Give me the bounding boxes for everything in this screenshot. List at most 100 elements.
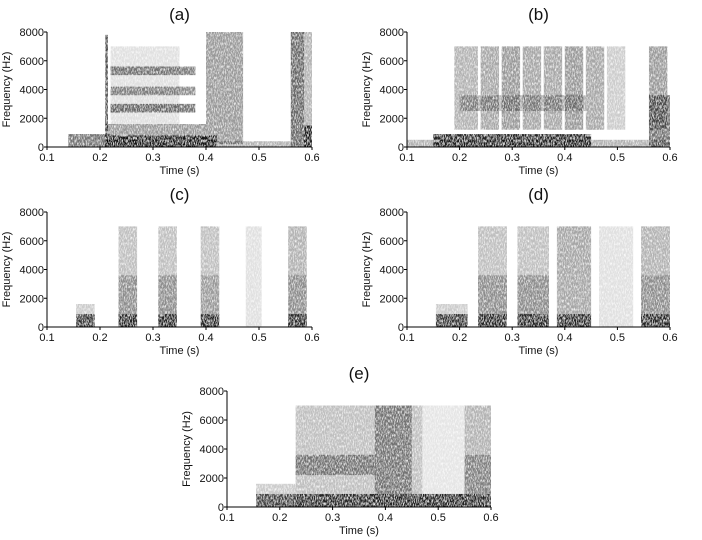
x-tick-label: 0.2: [92, 332, 107, 344]
y-tick-label: 4000: [20, 85, 44, 97]
spectrogram-energy-region: [517, 314, 550, 327]
spectrogram-energy-region: [245, 226, 262, 327]
y-axis-label: Frequency (Hz): [1, 52, 13, 128]
spectrogram-energy-region: [105, 135, 217, 147]
spectrogram-energy-region: [464, 454, 491, 494]
x-tick-label: 0.4: [198, 152, 213, 164]
y-axis-label: Frequency (Hz): [361, 232, 373, 308]
panel-title: (c): [170, 185, 190, 204]
y-tick-label: 2000: [20, 293, 44, 305]
y-axis-label: Frequency (Hz): [361, 52, 373, 128]
y-tick-label: 2000: [380, 113, 404, 125]
spectrogram-energy-region: [556, 314, 592, 327]
spectrogram-energy-region: [641, 314, 670, 327]
y-tick-label: 2000: [380, 293, 404, 305]
spectrogram-energy-region: [454, 46, 479, 130]
y-tick-label: 4000: [200, 444, 224, 456]
spectrogram-energy-region: [110, 46, 180, 124]
y-axis-label: Frequency (Hz): [1, 232, 13, 308]
y-tick-label: 0: [218, 502, 224, 514]
spectrogram-energy-region: [435, 314, 468, 327]
spectrogram-energy-region: [543, 46, 563, 130]
y-tick-label: 6000: [20, 236, 44, 248]
x-tick-label: 0.2: [452, 152, 467, 164]
spectrogram-energy-region: [522, 46, 542, 130]
x-tick-label: 0.3: [505, 152, 520, 164]
spectrogram-energy-region: [290, 32, 305, 147]
spectrogram-energy-region: [435, 304, 468, 315]
x-tick-label: 0.1: [399, 332, 414, 344]
spectrogram-energy-region: [118, 226, 138, 276]
y-tick-label: 6000: [200, 415, 224, 427]
x-tick-label: 0.2: [92, 152, 107, 164]
spectrogram-energy-region: [478, 314, 507, 327]
spectrogram-energy-region: [641, 226, 670, 276]
x-tick-label: 0.4: [198, 332, 213, 344]
spectrogram-energy-region: [256, 493, 296, 507]
y-tick-label: 8000: [380, 207, 404, 219]
x-tick-label: 0.1: [219, 512, 234, 524]
spectrogram-energy-region: [288, 226, 307, 276]
spectrogram-energy-region: [464, 405, 491, 455]
x-tick-label: 0.6: [662, 332, 677, 344]
spectrogram-energy-region: [304, 32, 312, 126]
spectrogram-energy-region: [585, 46, 605, 130]
spectrogram-energy-region: [564, 46, 584, 130]
spectrogram-energy-region: [480, 46, 500, 130]
y-tick-label: 0: [38, 142, 44, 154]
x-tick-label: 0.5: [431, 512, 446, 524]
spectrogram-energy-region: [200, 226, 220, 276]
y-tick-label: 4000: [20, 265, 44, 277]
spectrogram-energy-region: [556, 226, 592, 315]
spectrogram-energy-region: [256, 483, 296, 494]
y-tick-label: 4000: [380, 265, 404, 277]
spectrogram-energy-region: [76, 304, 95, 315]
spectrogram-area: [47, 32, 312, 147]
spectrogram-energy-region: [478, 275, 507, 315]
x-tick-label: 0.3: [145, 152, 160, 164]
spectrogram-energy-region: [158, 226, 177, 276]
spectrogram-energy-region: [206, 32, 244, 145]
spectrogram-energy-region: [288, 314, 307, 327]
x-tick-label: 0.6: [304, 152, 319, 164]
x-tick-label: 0.2: [452, 332, 467, 344]
x-axis-label: Time (s): [160, 165, 200, 177]
spectrogram-energy-region: [459, 95, 586, 112]
x-tick-label: 0.6: [662, 152, 677, 164]
spectrogram-energy-region: [105, 34, 108, 147]
y-tick-label: 0: [38, 322, 44, 334]
y-tick-label: 0: [398, 322, 404, 334]
spectrogram-energy-region: [517, 226, 550, 276]
spectrogram-energy-region: [105, 124, 206, 136]
panel-title: (d): [528, 185, 549, 204]
x-tick-label: 0.6: [483, 512, 498, 524]
y-tick-label: 8000: [20, 207, 44, 219]
spectrogram-energy-region: [68, 134, 111, 147]
y-tick-label: 2000: [20, 113, 44, 125]
spectrogram-energy-region: [478, 226, 507, 276]
y-tick-label: 2000: [200, 473, 224, 485]
x-tick-label: 0.3: [505, 332, 520, 344]
spectrogram-energy-region: [648, 95, 670, 147]
y-tick-label: 6000: [20, 56, 44, 68]
spectrogram-area: [407, 212, 670, 327]
spectrogram-energy-region: [517, 275, 550, 315]
x-tick-label: 0.1: [399, 152, 414, 164]
x-tick-label: 0.5: [610, 152, 625, 164]
y-axis-label: Frequency (Hz): [181, 411, 193, 487]
x-tick-label: 0.5: [251, 152, 266, 164]
x-tick-label: 0.6: [304, 332, 319, 344]
y-tick-label: 6000: [380, 56, 404, 68]
spectrogram-energy-region: [374, 405, 412, 494]
spectrogram-energy-region: [200, 314, 220, 327]
spectrogram-energy-region: [158, 275, 177, 315]
panel-b: 0.1 0.2 0.3 0.4 0.5 0.6 0 2000 4000 6000 8000 Time …: [361, 5, 678, 177]
spectrogram-energy-region: [288, 275, 307, 315]
panel-title: (b): [528, 5, 549, 24]
spectrogram-area: [407, 32, 670, 147]
spectrogram-energy-region: [216, 141, 291, 147]
spectrogram-energy-region: [200, 275, 220, 315]
spectrogram-energy-region: [501, 46, 521, 130]
x-tick-label: 0.3: [325, 512, 340, 524]
